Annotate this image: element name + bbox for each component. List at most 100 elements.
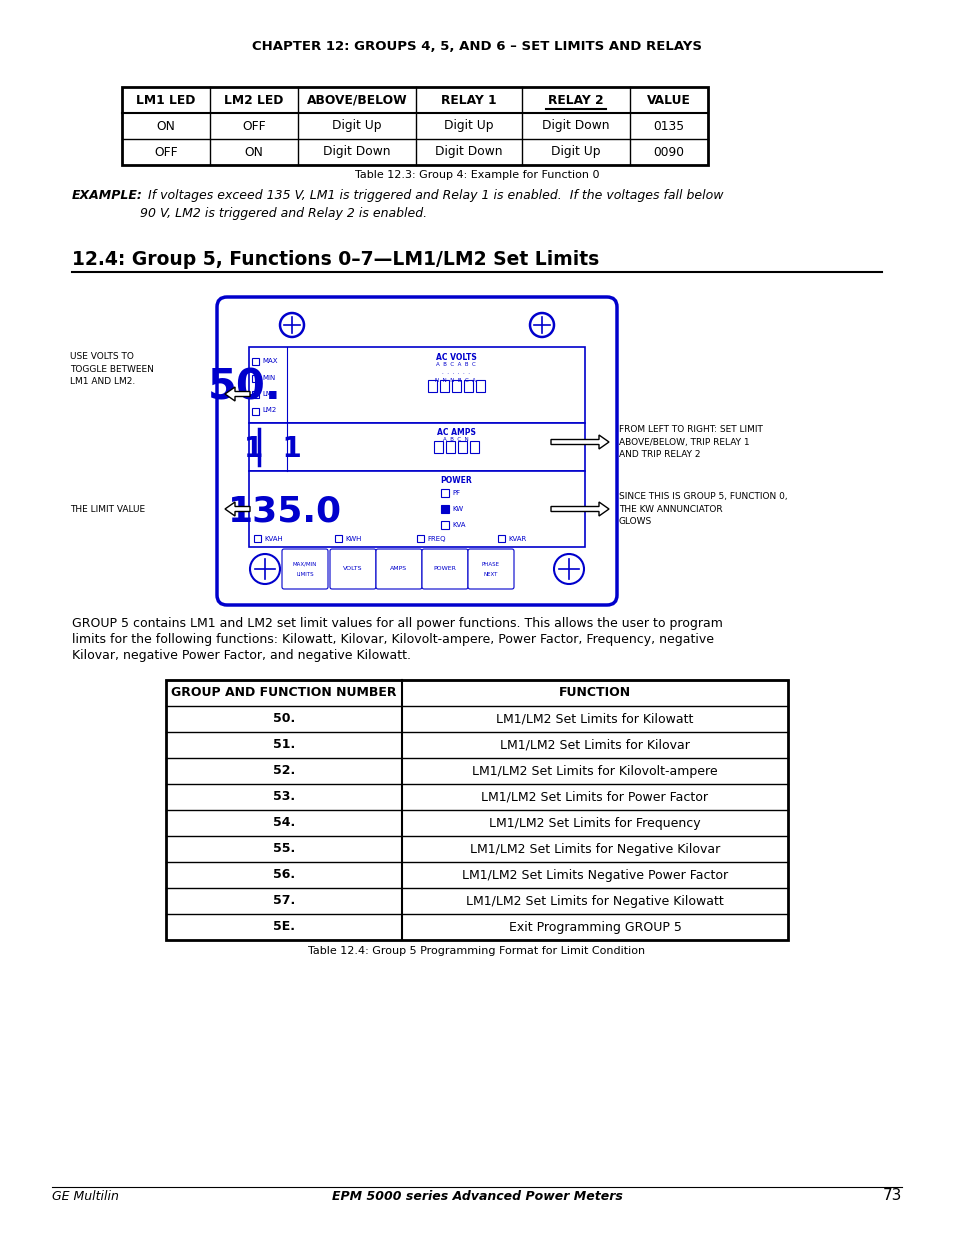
FancyBboxPatch shape: [216, 296, 617, 605]
Text: Table 12.3: Group 4: Example for Function 0: Table 12.3: Group 4: Example for Functio…: [355, 170, 598, 180]
Bar: [416, 535, 423, 542]
Text: 12.4: Group 5, Functions 0–7—LM1/LM2 Set Limits: 12.4: Group 5, Functions 0–7—LM1/LM2 Set…: [71, 249, 598, 269]
Polygon shape: [225, 387, 250, 401]
Bar: [166, 680, 787, 940]
Polygon shape: [551, 435, 608, 450]
Text: VALUE: VALUE: [646, 94, 690, 106]
Bar: [253, 535, 261, 542]
Text: AC VOLTS: AC VOLTS: [436, 353, 476, 362]
Text: OFF: OFF: [154, 146, 177, 158]
Text: VOLTS: VOLTS: [343, 567, 362, 572]
Text: Digit Down: Digit Down: [323, 146, 391, 158]
Text: PHASE: PHASE: [481, 562, 499, 567]
Text: 56.: 56.: [273, 868, 294, 882]
Text: Digit Down: Digit Down: [435, 146, 502, 158]
Text: OFF: OFF: [242, 120, 266, 132]
Text: MIN: MIN: [262, 374, 275, 380]
Text: PF: PF: [452, 490, 459, 496]
Bar: [122, 86, 707, 165]
Text: ABOVE/BELOW: ABOVE/BELOW: [306, 94, 407, 106]
Text: USE VOLTS TO
TOGGLE BETWEEN
LM1 AND LM2.: USE VOLTS TO TOGGLE BETWEEN LM1 AND LM2.: [70, 352, 153, 387]
Text: Digit Up: Digit Up: [332, 120, 381, 132]
Bar: [476, 380, 484, 391]
Text: If voltages exceed 135 V, LM1 is triggered and Relay 1 is enabled.  If the volta: If voltages exceed 135 V, LM1 is trigger…: [140, 189, 722, 220]
Text: LM1/LM2 Set Limits for Negative Kilowatt: LM1/LM2 Set Limits for Negative Kilowatt: [466, 894, 723, 908]
Text: POWER: POWER: [433, 567, 456, 572]
Text: CHAPTER 12: GROUPS 4, 5, AND 6 – SET LIMITS AND RELAYS: CHAPTER 12: GROUPS 4, 5, AND 6 – SET LIM…: [252, 40, 701, 53]
Text: MAX/MIN: MAX/MIN: [293, 562, 316, 567]
Text: Kilovar, negative Power Factor, and negative Kilowatt.: Kilovar, negative Power Factor, and nega…: [71, 650, 411, 662]
Text: Exit Programming GROUP 5: Exit Programming GROUP 5: [508, 920, 680, 934]
Bar: [452, 380, 460, 391]
Bar: [440, 521, 449, 529]
Bar: [463, 380, 473, 391]
Text: 135.0: 135.0: [228, 494, 342, 529]
Text: Digit Up: Digit Up: [444, 120, 494, 132]
Text: KWH: KWH: [345, 536, 361, 542]
Text: THE LIMIT VALUE: THE LIMIT VALUE: [70, 505, 145, 514]
Text: LM1/LM2 Set Limits for Kilovar: LM1/LM2 Set Limits for Kilovar: [499, 739, 689, 752]
Text: KVA: KVA: [452, 522, 465, 529]
Bar: [335, 535, 342, 542]
FancyBboxPatch shape: [421, 550, 468, 589]
Text: 5E.: 5E.: [273, 920, 294, 934]
Text: LM1/LM2 Set Limits Negative Power Factor: LM1/LM2 Set Limits Negative Power Factor: [461, 868, 727, 882]
Text: FROM LEFT TO RIGHT: SET LIMIT
ABOVE/BELOW, TRIP RELAY 1
AND TRIP RELAY 2: FROM LEFT TO RIGHT: SET LIMIT ABOVE/BELO…: [618, 425, 762, 459]
Text: 54.: 54.: [273, 816, 294, 830]
Text: 0135: 0135: [653, 120, 684, 132]
Bar: [252, 391, 258, 398]
Bar: [249, 347, 584, 424]
Text: A  B  C  A  B  C: A B C A B C: [436, 362, 476, 367]
Text: SINCE THIS IS GROUP 5, FUNCTION 0,
THE KW ANNUNCIATOR
GLOWS: SINCE THIS IS GROUP 5, FUNCTION 0, THE K…: [618, 492, 787, 526]
Text: LM1/LM2 Set Limits for Power Factor: LM1/LM2 Set Limits for Power Factor: [481, 790, 708, 804]
Text: MAX: MAX: [262, 358, 277, 364]
Text: LM1/LM2 Set Limits for Negative Kilovar: LM1/LM2 Set Limits for Negative Kilovar: [470, 842, 720, 856]
Text: FREQ: FREQ: [427, 536, 445, 542]
Text: RELAY 1: RELAY 1: [440, 94, 497, 106]
Text: LIMITS: LIMITS: [295, 572, 314, 577]
Text: EXAMPLE:: EXAMPLE:: [71, 189, 143, 203]
Bar: [440, 505, 449, 513]
Text: KVAH: KVAH: [264, 536, 282, 542]
Text: limits for the following functions: Kilowatt, Kilovar, Kilovolt-ampere, Power Fa: limits for the following functions: Kilo…: [71, 634, 713, 646]
Text: AMPS: AMPS: [390, 567, 407, 572]
Bar: [434, 441, 442, 453]
Text: EPM 5000 series Advanced Power Meters: EPM 5000 series Advanced Power Meters: [332, 1191, 621, 1203]
Bar: [249, 424, 584, 471]
Bar: [252, 358, 258, 366]
Bar: [457, 441, 467, 453]
Polygon shape: [551, 501, 608, 516]
Text: 50.: 50.: [273, 713, 294, 725]
Text: ON: ON: [156, 120, 175, 132]
FancyBboxPatch shape: [330, 550, 375, 589]
Polygon shape: [225, 501, 250, 516]
Text: N  N  N  B  C  A: N N N B C A: [435, 378, 476, 383]
Bar: [252, 408, 258, 415]
Bar: [439, 380, 449, 391]
Text: LM2 LED: LM2 LED: [224, 94, 283, 106]
Bar: [440, 489, 449, 496]
Text: 0090: 0090: [653, 146, 684, 158]
Text: LM1 LED: LM1 LED: [136, 94, 195, 106]
Text: NEXT: NEXT: [483, 572, 497, 577]
Text: Digit Up: Digit Up: [551, 146, 600, 158]
Text: 53.: 53.: [273, 790, 294, 804]
Bar: [446, 441, 455, 453]
Text: POWER: POWER: [439, 475, 472, 485]
Text: 51.: 51.: [273, 739, 294, 752]
Text: LM1/LM2 Set Limits for Kilowatt: LM1/LM2 Set Limits for Kilowatt: [496, 713, 693, 725]
FancyBboxPatch shape: [282, 550, 328, 589]
Bar: [470, 441, 478, 453]
Text: 52.: 52.: [273, 764, 294, 778]
FancyBboxPatch shape: [375, 550, 421, 589]
Text: RELAY 2: RELAY 2: [548, 94, 603, 106]
Text: LM1/LM2 Set Limits for Kilovolt-ampere: LM1/LM2 Set Limits for Kilovolt-ampere: [472, 764, 717, 778]
Bar: [498, 535, 505, 542]
Text: Digit Down: Digit Down: [541, 120, 609, 132]
Text: 1  1: 1 1: [244, 435, 301, 463]
Text: LM1: LM1: [262, 391, 276, 396]
Text: 57.: 57.: [273, 894, 294, 908]
Text: A  B  C  N: A B C N: [442, 437, 468, 442]
Text: 73: 73: [882, 1188, 901, 1203]
Text: Table 12.4: Group 5 Programming Format for Limit Condition: Table 12.4: Group 5 Programming Format f…: [308, 946, 645, 956]
